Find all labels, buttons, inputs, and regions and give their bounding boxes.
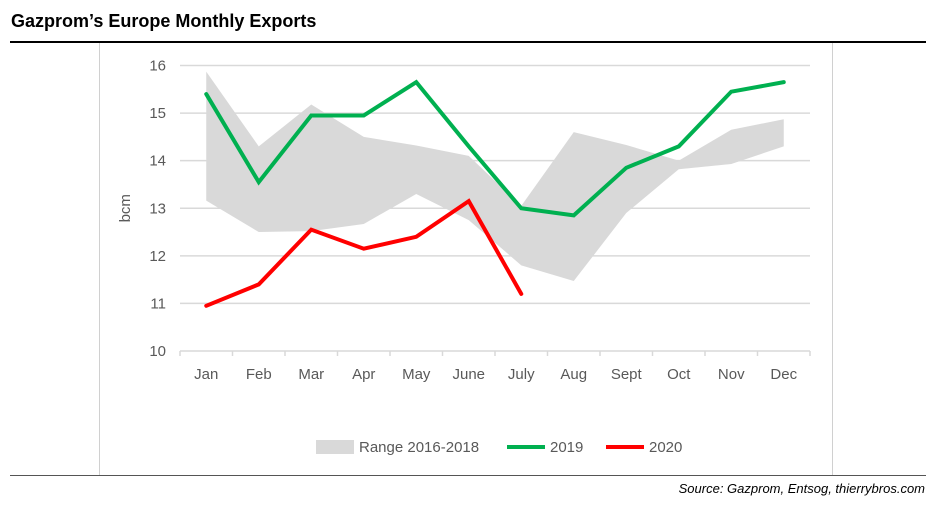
y-tick-label: 15 <box>149 105 166 122</box>
y-axis-label: bcm <box>117 194 134 222</box>
x-tick-label: Jan <box>194 366 218 383</box>
x-tick-label: May <box>402 366 431 383</box>
source-note: Source: Gazprom, Entsog, thierrybros.com <box>678 481 925 496</box>
x-tick-label: Aug <box>560 366 587 383</box>
legend-label-2020: 2020 <box>649 439 682 456</box>
chart-frame-left <box>99 43 100 475</box>
x-tick-label: Feb <box>246 366 272 383</box>
y-tick-label: 16 <box>149 58 166 75</box>
y-tick-label: 12 <box>149 248 166 265</box>
chart-frame-right <box>832 43 833 475</box>
x-tick-label: Nov <box>718 366 745 383</box>
bottom-rule <box>10 475 926 476</box>
legend-swatch-range <box>316 440 354 454</box>
chart-title: Gazprom’s Europe Monthly Exports <box>11 11 317 31</box>
series-line-2019 <box>204 79 786 218</box>
range-band <box>206 71 784 282</box>
legend-label-range: Range 2016-2018 <box>359 439 479 456</box>
y-tick-label: 13 <box>149 200 166 217</box>
y-tick-label: 11 <box>150 295 166 312</box>
x-tick-label: July <box>508 366 535 383</box>
x-tick-label: Oct <box>667 366 691 383</box>
y-tick-label: 10 <box>149 343 166 360</box>
y-tick-label: 14 <box>149 153 166 170</box>
x-tick-label: Mar <box>298 366 324 383</box>
x-tick-label: Apr <box>352 366 375 383</box>
x-tick-label: Sept <box>611 366 643 383</box>
x-tick-label: Dec <box>770 366 797 383</box>
x-tick-label: June <box>452 366 485 383</box>
legend-label-2019: 2019 <box>550 439 583 456</box>
title-rule <box>10 41 926 43</box>
